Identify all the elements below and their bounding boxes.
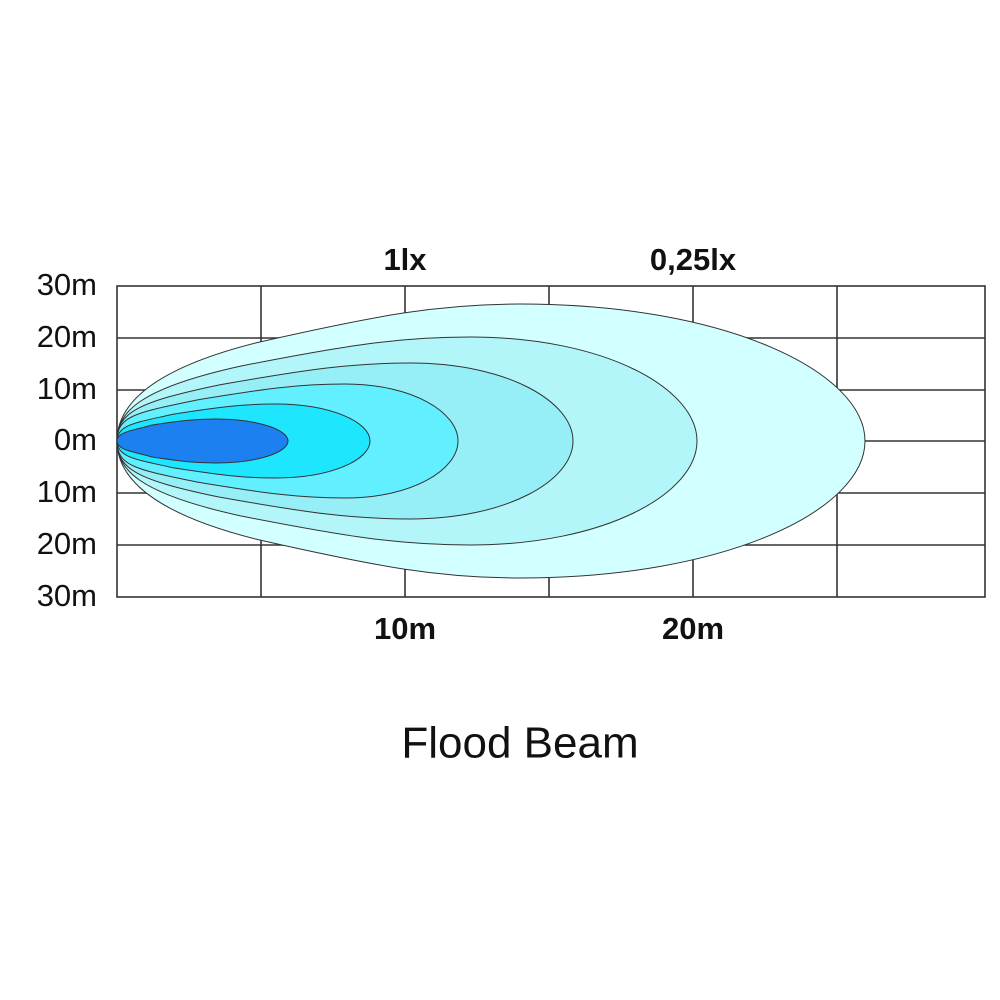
x-label: 10m [374, 611, 436, 646]
y-label: 0m [54, 422, 97, 457]
lux-label: 0,25lx [650, 242, 737, 277]
x-label: 20m [662, 611, 724, 646]
y-label: 30m [37, 267, 97, 302]
y-label: 20m [37, 319, 97, 354]
isolux-contours [116, 303, 866, 579]
y-label: 10m [37, 474, 97, 509]
y-label: 30m [37, 578, 97, 613]
y-label: 10m [37, 371, 97, 406]
diagram-title: Flood Beam [401, 719, 638, 768]
isolux-contour [116, 418, 289, 464]
lux-label: 1lx [383, 242, 427, 277]
y-label: 20m [37, 526, 97, 561]
